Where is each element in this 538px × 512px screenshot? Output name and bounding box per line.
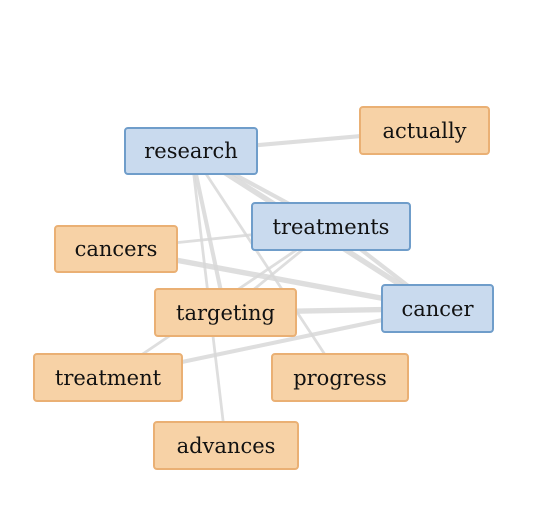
node-actually[interactable]: actually	[359, 106, 490, 155]
node-progress[interactable]: progress	[271, 353, 409, 402]
node-research[interactable]: research	[124, 127, 258, 175]
edge-research-targeting	[188, 148, 228, 315]
node-cancer[interactable]: cancer	[381, 284, 494, 333]
node-advances[interactable]: advances	[153, 421, 299, 470]
edge-research-progress	[189, 149, 342, 379]
node-treatment[interactable]: treatment	[33, 353, 183, 402]
node-cancers[interactable]: cancers	[54, 225, 178, 273]
node-targeting[interactable]: targeting	[154, 288, 297, 337]
node-treatments[interactable]: treatments	[251, 202, 411, 251]
